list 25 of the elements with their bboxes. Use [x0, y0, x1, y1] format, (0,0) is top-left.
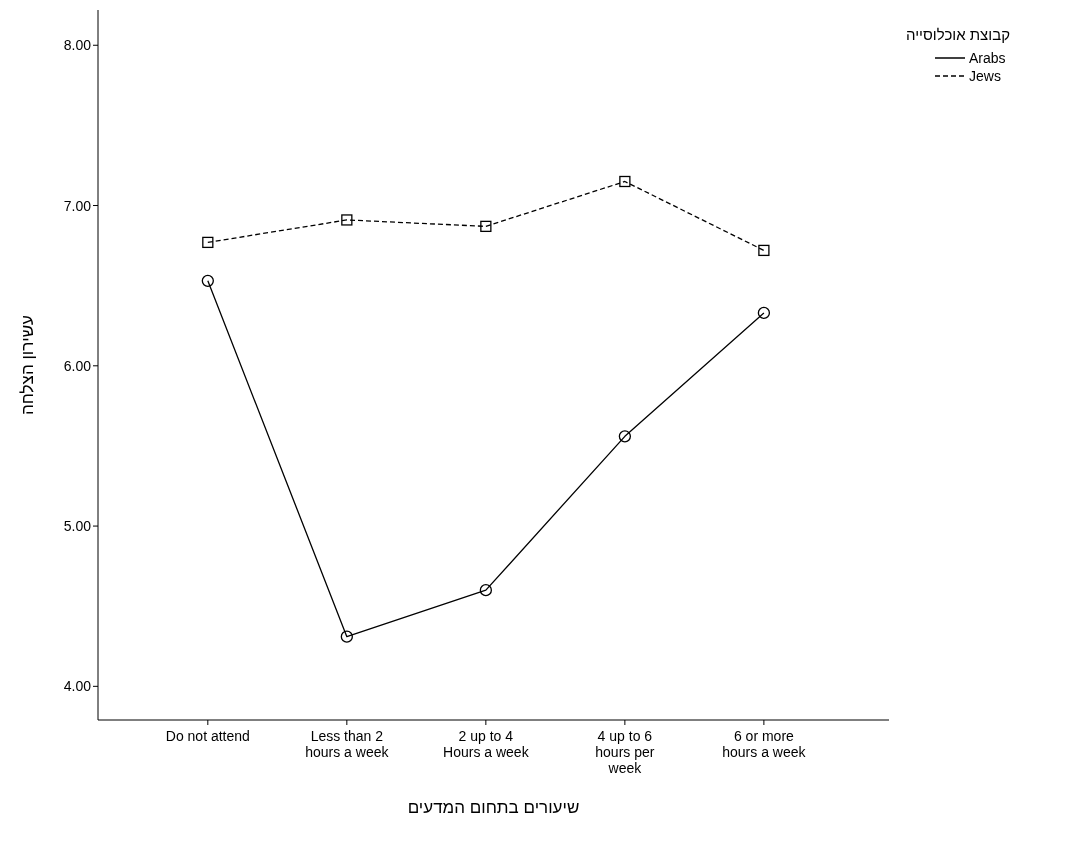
point: [758, 244, 770, 257]
point: [619, 175, 631, 188]
point: [757, 306, 771, 320]
x-tick-label: Less than 2 hours a week: [305, 728, 390, 760]
point: [340, 630, 353, 643]
y-tick-label: 7.00: [63, 197, 92, 214]
point: [480, 220, 492, 233]
y-tick-label: 4.00: [63, 678, 92, 695]
y-axis-title: עשירון הצלחה: [18, 314, 38, 416]
point: [479, 584, 492, 597]
x-tick-label: 2 up to 4 Hours a week: [443, 728, 530, 760]
legend-label: Arabs: [969, 50, 1006, 66]
legend-title: קבוצת אוכלוסייה: [906, 26, 1010, 43]
point: [201, 274, 214, 288]
point: [618, 430, 632, 443]
legend-label: Jews: [969, 68, 1001, 84]
x-tick-label: 6 or more hours a week: [722, 728, 807, 760]
point: [341, 214, 353, 226]
y-tick-label: 8.00: [63, 37, 92, 54]
x-tick-label: 4 up to 6 hours per week: [595, 728, 655, 776]
point: [202, 236, 214, 249]
x-axis-title: שיעורים בתחום המדעים: [406, 798, 581, 818]
x-tick-label: Do not attend: [165, 728, 250, 744]
y-tick-label: 5.00: [63, 518, 92, 535]
y-tick-label: 6.00: [63, 357, 92, 374]
